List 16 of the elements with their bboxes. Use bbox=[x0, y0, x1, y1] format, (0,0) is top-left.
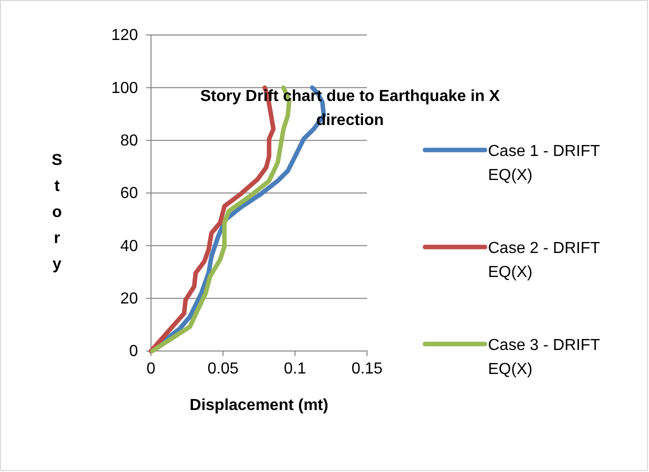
x-tick-label: 0.15 bbox=[351, 360, 383, 378]
y-tick-label: 60 bbox=[120, 185, 138, 202]
x-tick-label: 0.1 bbox=[284, 360, 306, 378]
y-tick-label: 0 bbox=[129, 343, 138, 360]
y-tick-label: 120 bbox=[111, 27, 138, 44]
legend-label: Case 3 - DRIFT EQ(X) bbox=[488, 337, 600, 378]
x-tick-label: 0 bbox=[146, 360, 156, 378]
x-axis-title: Displacement (mt) bbox=[190, 397, 328, 414]
y-tick-label: 100 bbox=[111, 80, 138, 97]
y-tick-label: 40 bbox=[120, 238, 138, 255]
y-tick-label: 20 bbox=[120, 290, 138, 308]
x-tick-label: 0.05 bbox=[207, 360, 239, 378]
legend-label: Case 1 - DRIFT EQ(X) bbox=[488, 143, 600, 184]
legend-label: Case 2 - DRIFT EQ(X) bbox=[488, 240, 600, 281]
y-tick-label: 80 bbox=[120, 132, 138, 150]
y-axis-title: Story bbox=[52, 152, 63, 273]
